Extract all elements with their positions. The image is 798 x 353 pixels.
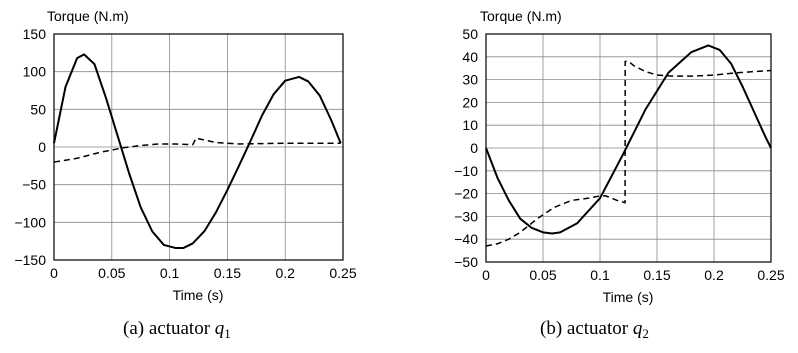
series-solid-a (53, 53, 342, 249)
x-tick-label-b-5: 0.25 (757, 267, 784, 283)
caption-a-subscript: 1 (224, 326, 231, 341)
caption-b-subscript: 2 (642, 326, 649, 341)
y-axis-label-b: Torque (N.m) (480, 8, 562, 24)
x-tick-label-b-1: 0.05 (529, 267, 556, 283)
y-tick-label-b-7: −20 (454, 186, 478, 202)
y-tick-label-a-4: −50 (22, 177, 46, 193)
caption-b-variable: q (632, 318, 643, 339)
y-tick-label-b-10: −50 (454, 254, 478, 270)
y-tick-label-b-1: 40 (462, 49, 478, 65)
x-tick-label-a-0: 0 (50, 265, 58, 281)
x-tick-label-a-3: 0.15 (214, 265, 241, 281)
x-tick-label-a-2: 0.1 (160, 265, 180, 281)
x-tick-label-a-5: 0.25 (329, 265, 356, 281)
caption-b: (b) actuator q2 (540, 318, 649, 342)
y-tick-label-b-4: 10 (462, 117, 478, 133)
y-axis-label-a: Torque (N.m) (47, 8, 129, 24)
y-tick-label-b-8: −30 (454, 208, 478, 224)
y-tick-label-a-6: −150 (14, 252, 46, 268)
y-tick-label-a-1: 100 (23, 64, 47, 80)
y-tick-label-b-9: −40 (454, 231, 478, 247)
y-tick-label-b-0: 50 (462, 26, 478, 42)
x-tick-label-b-0: 0 (482, 267, 490, 283)
y-tick-label-b-5: 0 (470, 140, 478, 156)
y-tick-label-b-3: 20 (462, 94, 478, 110)
x-axis-label-a: Time (s) (173, 287, 224, 303)
caption-b-prefix: (b) actuator (540, 318, 633, 339)
caption-a: (a) actuator q1 (123, 318, 231, 342)
x-tick-label-a-1: 0.05 (98, 265, 125, 281)
y-tick-label-a-3: 0 (38, 139, 46, 155)
x-tick-label-b-3: 0.15 (643, 267, 670, 283)
series-solid-b (485, 44, 772, 235)
caption-a-variable: q (214, 318, 225, 339)
y-tick-label-b-6: −10 (454, 163, 478, 179)
x-tick-label-a-4: 0.2 (275, 265, 295, 281)
caption-a-prefix: (a) actuator (123, 318, 215, 339)
series-dashed-b (485, 60, 772, 247)
y-tick-label-a-5: −100 (14, 214, 46, 230)
x-axis-label-b: Time (s) (603, 289, 654, 305)
y-tick-label-b-2: 30 (462, 72, 478, 88)
y-tick-label-a-0: 150 (23, 26, 47, 42)
y-tick-label-a-2: 50 (30, 101, 46, 117)
x-tick-label-b-2: 0.1 (590, 267, 610, 283)
plot-frame-a (53, 33, 344, 261)
series-dashed-a (53, 137, 341, 163)
x-tick-label-b-4: 0.2 (704, 267, 724, 283)
